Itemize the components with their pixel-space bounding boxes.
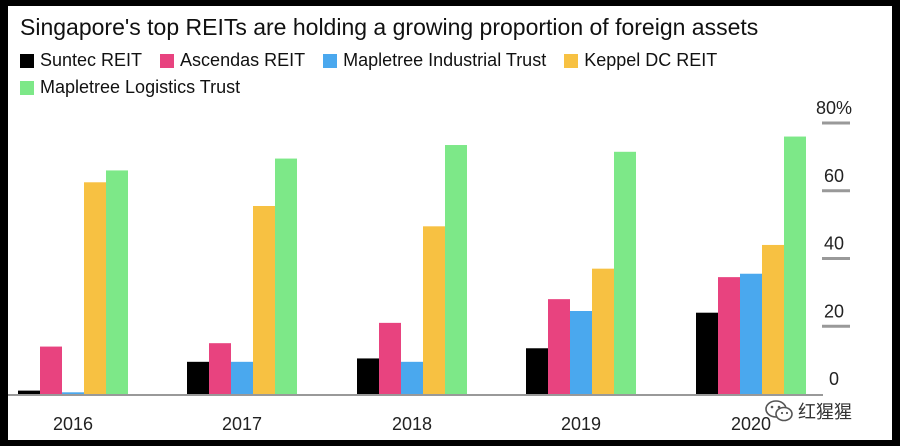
bar (423, 226, 445, 394)
bar (357, 358, 379, 394)
bar (253, 205, 275, 394)
bar-chart-plot: 0 20 40 60 80% 2016 2017 2018 2019 2020 (8, 98, 852, 434)
bar (696, 312, 718, 394)
legend-swatch (564, 53, 579, 68)
legend-item-ascendas: Ascendas REIT (160, 50, 305, 71)
legend-item-mapletree-logistics: Mapletree Logistics Trust (20, 77, 240, 98)
wechat-icon (765, 400, 793, 422)
y-tick-label: 80% (816, 98, 852, 118)
legend-swatch (160, 53, 175, 68)
legend-label: Mapletree Industrial Trust (343, 50, 547, 70)
legend-label: Ascendas REIT (180, 50, 306, 70)
watermark-label: 红猩猩 (798, 402, 852, 422)
x-tick-label: 2020 (731, 414, 771, 434)
bar (84, 182, 106, 394)
bar (40, 346, 62, 394)
bar (740, 273, 762, 394)
legend-swatch (20, 80, 34, 95)
bar (18, 390, 40, 394)
bar (445, 145, 467, 394)
bar (614, 151, 636, 394)
legend-swatch (323, 53, 338, 68)
legend-label: Keppel DC REIT (584, 50, 718, 70)
bar (275, 158, 297, 394)
legend-swatch (20, 53, 34, 68)
chart-frame: Singapore's top REITs are holding a grow… (8, 6, 892, 440)
bar (379, 322, 401, 394)
legend-row-2: Mapletree Logistics Trust (20, 77, 240, 98)
y-tick-label: 60 (824, 166, 844, 186)
bar (401, 361, 423, 394)
x-tick-label: 2018 (392, 414, 432, 434)
y-tick-label: 40 (824, 234, 844, 254)
x-tick-label: 2016 (53, 414, 93, 434)
legend-label: Suntec REIT (40, 50, 143, 70)
bar (106, 170, 128, 394)
bar (718, 277, 740, 394)
bar (592, 268, 614, 394)
bar (209, 343, 231, 394)
bar (187, 361, 209, 394)
legend-item-suntec: Suntec REIT (20, 50, 142, 71)
chart-title: Singapore's top REITs are holding a grow… (20, 14, 759, 40)
bar (762, 244, 784, 394)
legend-item-mapletree-industrial: Mapletree Industrial Trust (323, 50, 546, 71)
y-tick-label: 20 (824, 301, 844, 321)
bar (231, 361, 253, 394)
x-tick-label: 2019 (561, 414, 601, 434)
bar (784, 136, 806, 395)
bar (526, 348, 548, 394)
x-tick-label: 2017 (222, 414, 262, 434)
legend-item-keppel-dc: Keppel DC REIT (564, 50, 717, 71)
legend-label: Mapletree Logistics Trust (40, 77, 241, 97)
watermark: 红猩猩 (764, 398, 852, 424)
bar (62, 392, 84, 394)
y-tick-label: 0 (829, 369, 839, 389)
bar (570, 311, 592, 394)
legend: Suntec REIT Ascendas REIT Mapletree Indu… (20, 50, 717, 71)
bar (548, 299, 570, 394)
